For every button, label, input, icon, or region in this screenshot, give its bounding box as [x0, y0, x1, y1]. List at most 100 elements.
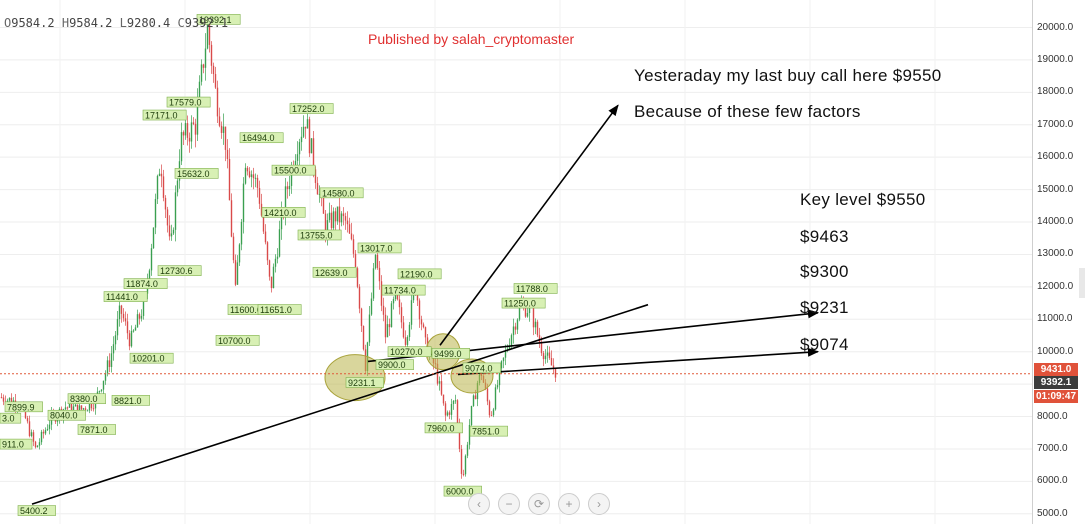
price-label-text: 15500.0	[274, 166, 307, 176]
candle-body	[234, 260, 237, 285]
price-label: 10270.0	[387, 346, 432, 358]
y-tick-label: 14000.0	[1037, 216, 1074, 228]
candle-body	[176, 180, 179, 193]
price-axis[interactable]: 20000.0 19000.0 18000.0 17000.0 16000.0 15000…	[1032, 0, 1085, 524]
candle-body	[174, 192, 177, 230]
candle-body	[218, 116, 221, 126]
y-tick-label: 19000.0	[1037, 53, 1074, 65]
candle-body	[354, 253, 357, 269]
candle-body	[70, 402, 73, 413]
candle-body	[298, 142, 301, 155]
price-label: 8821.0	[111, 395, 150, 406]
candle-body	[446, 412, 449, 416]
candle-body	[540, 342, 543, 354]
candle-body	[230, 200, 233, 237]
candle-body	[254, 177, 257, 179]
candle-body	[402, 322, 405, 338]
candle-body	[196, 101, 199, 135]
key-level-title: Key level $9550	[800, 190, 926, 209]
price-label-text: 13755.0	[300, 230, 333, 240]
candle-body	[546, 352, 549, 356]
y-tick-label: 17000.0	[1037, 118, 1074, 130]
price-label-box	[387, 346, 432, 358]
scroll-right-button[interactable]: ›	[588, 493, 610, 515]
candle-body	[118, 305, 121, 320]
price-label-box	[47, 409, 86, 421]
candle-body	[154, 199, 157, 228]
candle-body	[190, 122, 193, 142]
sidebar-toggle-handle[interactable]	[1079, 268, 1085, 298]
y-tick-label: 8000.0	[1037, 410, 1068, 422]
price-label: 19392.1	[196, 14, 241, 25]
y-tick-label: 11000.0	[1037, 313, 1073, 325]
candle-body	[106, 360, 109, 374]
candle-body	[80, 405, 83, 410]
high-label: H	[61, 16, 70, 30]
price-label-box	[469, 425, 508, 437]
candle-body	[224, 126, 227, 150]
candle-body	[276, 256, 279, 259]
candle-body	[40, 431, 43, 443]
price-label: 15632.0	[174, 168, 219, 179]
y-tick-label: 12000.0	[1037, 280, 1074, 292]
price-label: 6000.0	[443, 485, 482, 497]
candle-body	[284, 186, 287, 215]
candle-body	[172, 229, 175, 234]
candle-body	[388, 324, 391, 328]
candle-body	[346, 220, 349, 225]
y-tick-label: 7000.0	[1037, 442, 1068, 454]
candle-body	[8, 397, 11, 401]
price-label-box	[4, 401, 43, 413]
candle-body	[228, 158, 231, 201]
candle-body	[398, 299, 401, 308]
price-label-text: 3.0	[2, 414, 15, 424]
zoom-in-button[interactable]: +	[558, 493, 580, 515]
candle-body	[270, 276, 273, 289]
price-label: 9231.1	[345, 377, 384, 388]
y-tick-label: 6000.0	[1037, 475, 1068, 487]
price-chart[interactable]: 7899.9 8040.0 8380.0 7871.0 8821.0 10201.0 114…	[0, 0, 1032, 524]
candle-body	[36, 445, 39, 448]
candle-body	[274, 258, 277, 267]
candle-body	[130, 330, 133, 347]
candle-body	[504, 350, 507, 358]
candle-body	[362, 325, 365, 350]
price-label-text: 7899.9	[7, 402, 35, 412]
price-label: 13755.0	[297, 229, 342, 240]
candle-body	[26, 418, 29, 422]
candle-body	[296, 154, 299, 161]
price-label-box	[319, 187, 364, 199]
price-label: 9074.0	[462, 362, 501, 373]
open-value: 9584.2	[11, 16, 55, 30]
zoom-out-button[interactable]: −	[498, 493, 520, 515]
candle-body	[300, 136, 303, 143]
price-label-box	[77, 424, 116, 435]
candle-body	[404, 337, 407, 345]
price-label-box	[0, 438, 33, 450]
candle-body	[460, 449, 463, 474]
reset-chart-button[interactable]: ⟳	[528, 493, 550, 515]
candle-body	[518, 306, 521, 320]
candle-body	[110, 353, 113, 367]
candle-body	[240, 221, 243, 245]
bar-countdown: 01:09:47	[1034, 390, 1078, 404]
candle-body	[68, 402, 71, 408]
candle-body	[122, 313, 125, 319]
candle-body	[260, 203, 263, 216]
price-label: 14580.0	[319, 187, 364, 199]
scroll-left-button[interactable]: ‹	[468, 493, 490, 515]
candle-body	[186, 123, 189, 138]
candle-body	[528, 304, 531, 314]
candle-body	[220, 125, 223, 133]
candle-body	[442, 394, 445, 404]
candle-body	[72, 406, 75, 413]
price-label: 7871.0	[77, 424, 116, 435]
price-label: 13017.0	[357, 242, 402, 253]
candle-body	[374, 254, 377, 269]
y-tick-label: 15000.0	[1037, 183, 1074, 195]
price-label: 7899.9	[4, 401, 43, 413]
candle-body	[534, 321, 537, 328]
candle-body	[246, 167, 249, 172]
candle-body	[304, 126, 307, 129]
candle-body	[38, 442, 41, 446]
